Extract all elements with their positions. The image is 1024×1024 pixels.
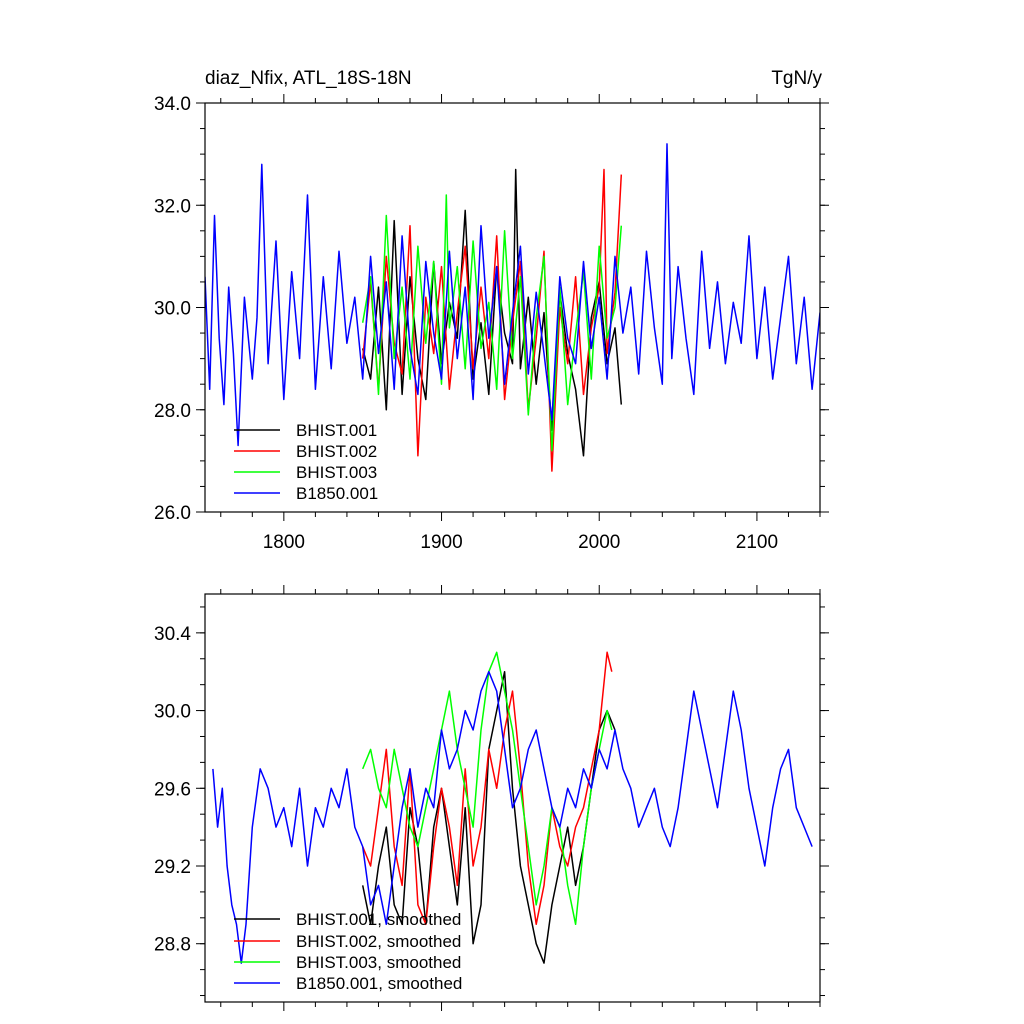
y-tick-label: 29.2 (154, 857, 191, 878)
series-line-1 (361, 168, 623, 472)
plot-area: 26.0 28.0 30.0 32.0 34.0 1800 1900 2000 2100 (154, 94, 829, 553)
y-tick-label: 34.0 (154, 94, 191, 115)
legend-label-bhist-002: BHIST.002 (296, 442, 377, 461)
units-label: TgN/y (771, 68, 822, 89)
top-panel: diaz_Nfix, ATL_18S-18N TgN/y 26.0 28.0 30.… (154, 68, 829, 553)
x-tick-label: 1900 (420, 532, 462, 553)
axis-ticks: 26.0 28.0 30.0 32.0 34.0 1800 1900 2000 2100 (154, 94, 829, 553)
legend-label-bhist-003: BHIST.003 (296, 463, 377, 482)
legend-label-bhist-001-smoothed: BHIST.001, smoothed (296, 910, 461, 929)
legend: BHIST.001, smoothed BHIST.002, smoothed … (234, 910, 462, 993)
y-tick-label: 30.4 (154, 624, 191, 645)
bottom-panel: 28.8 29.2 29.6 30.0 30.4 BHIST.001, smoothed… (154, 585, 829, 1011)
legend-label-b1850-001: B1850.001 (296, 484, 378, 503)
series-lines (205, 143, 820, 472)
y-tick-label: 30.0 (154, 702, 191, 723)
plot-frame (204, 593, 821, 1003)
x-tick-label: 1800 (263, 532, 305, 553)
x-tick-label: 2000 (578, 532, 620, 553)
y-tick-label: 30.0 (154, 299, 191, 320)
plot-clip-region (212, 651, 813, 964)
legend-label-bhist-002-smoothed: BHIST.002, smoothed (296, 932, 461, 951)
legend-label-bhist-003-smoothed: BHIST.003, smoothed (296, 953, 461, 972)
series-line-3 (205, 143, 820, 447)
series-line-2 (361, 194, 623, 452)
y-tick-label: 32.0 (154, 196, 191, 217)
legend-label-b1850-001-smoothed: B1850.001, smoothed (296, 974, 462, 993)
x-tick-label: 2100 (736, 532, 778, 553)
chart-title: diaz_Nfix, ATL_18S-18N (205, 68, 412, 89)
series-lines (212, 651, 813, 964)
plot-area: 28.8 29.2 29.6 30.0 30.4 (154, 585, 829, 1011)
legend: BHIST.001 BHIST.002 BHIST.003 B1850.001 (234, 421, 378, 503)
axis-ticks: 28.8 29.2 29.6 30.0 30.4 (154, 585, 829, 1011)
y-tick-label: 26.0 (154, 503, 191, 524)
legend-label-bhist-001: BHIST.001 (296, 421, 377, 440)
y-tick-label: 28.0 (154, 401, 191, 422)
plot-clip-region (205, 143, 820, 472)
y-tick-label: 29.6 (154, 779, 191, 800)
series-line-3 (212, 670, 813, 964)
series-line-1 (362, 651, 613, 926)
y-tick-label: 28.8 (154, 935, 191, 956)
